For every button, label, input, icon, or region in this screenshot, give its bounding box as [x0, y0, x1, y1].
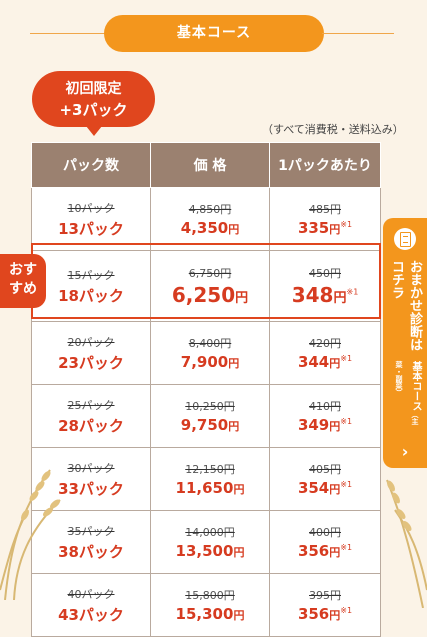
old-price: 4,850円	[188, 203, 232, 216]
old-unit-price: 405円	[309, 463, 341, 476]
old-price: 10,250円	[185, 400, 235, 413]
new-unit-price: 354円※1	[297, 479, 353, 497]
price-cell: 8,400円 7,900円	[150, 321, 270, 385]
new-price: 4,350円	[180, 219, 240, 237]
new-pack-count: 38パック	[58, 542, 124, 561]
old-price: 14,000円	[185, 526, 235, 539]
unit-price-cell: 450円 348円※1	[269, 250, 381, 322]
old-unit-price: 395円	[309, 589, 341, 602]
old-pack-count: 10パック	[67, 201, 115, 215]
header-packs: パック数	[31, 142, 151, 188]
new-unit-price: 335円※1	[297, 219, 353, 237]
table-row: 10パック 13パック 4,850円 4,350円 485円 335円※1	[31, 187, 381, 251]
old-pack-count: 20パック	[67, 335, 115, 349]
unit-price-cell: 400円 356円※1	[269, 510, 381, 574]
diagnosis-line-2: おまかせ診断はコチラ	[389, 260, 422, 351]
chevron-right-icon: ›	[401, 442, 409, 461]
rice-plant-right-decoration	[386, 479, 427, 608]
old-unit-price: 450円	[309, 267, 341, 280]
new-price: 11,650円	[175, 479, 245, 497]
unit-price-cell: 405円 354円※1	[269, 447, 381, 511]
old-pack-count: 30パック	[67, 461, 115, 475]
new-pack-count: 33パック	[58, 479, 124, 498]
diagnosis-line-1: 基本コース（主菜・副菜）	[395, 361, 421, 426]
price-cell: 15,800円 15,300円	[150, 573, 270, 637]
section-title: 基本コース	[104, 15, 324, 52]
recommended-line-1: おす	[9, 262, 37, 278]
old-price: 8,400円	[188, 337, 232, 350]
recommended-badge: おす すめ	[0, 254, 46, 308]
pack-count-cell: 30パック 33パック	[31, 447, 151, 511]
price-cell: 14,000円 13,500円	[150, 510, 270, 574]
unit-price-cell: 410円 349円※1	[269, 384, 381, 448]
new-price: 7,900円	[180, 353, 240, 371]
new-unit-price: 356円※1	[297, 542, 353, 560]
recommended-line-2: すめ	[9, 281, 37, 297]
old-unit-price: 400円	[309, 526, 341, 539]
new-pack-count: 23パック	[58, 353, 124, 372]
new-price: 13,500円	[175, 542, 245, 560]
promo-line-1: 初回限定	[65, 81, 122, 97]
pack-count-cell: 15パック 18パック	[31, 250, 151, 322]
old-price: 15,800円	[185, 589, 235, 602]
old-unit-price: 410円	[309, 400, 341, 413]
old-pack-count: 40パック	[67, 587, 115, 601]
new-unit-price: 348円※1	[291, 283, 359, 307]
new-unit-price: 349円※1	[297, 416, 353, 434]
unit-price-cell: 485円 335円※1	[269, 187, 381, 251]
promo-line-2: +3パック	[59, 101, 128, 119]
tax-note: （すべて消費税・送料込み）	[262, 123, 404, 136]
new-price: 6,250円	[171, 283, 249, 307]
price-cell: 4,850円 4,350円	[150, 187, 270, 251]
header-price: 価 格	[150, 142, 270, 188]
table-row: 35パック 38パック 14,000円 13,500円 400円 356円※1	[31, 510, 381, 574]
pack-count-cell: 25パック 28パック	[31, 384, 151, 448]
old-price: 6,750円	[188, 267, 232, 280]
old-pack-count: 25パック	[67, 398, 115, 412]
header-unit-price: 1パックあたり	[269, 142, 381, 188]
new-pack-count: 18パック	[58, 286, 124, 305]
table-header-row: パック数 価 格 1パックあたり	[31, 142, 381, 188]
price-cell: 12,150円 11,650円	[150, 447, 270, 511]
new-unit-price: 344円※1	[297, 353, 353, 371]
header-line-left	[30, 33, 105, 34]
bubble-tail	[86, 126, 102, 136]
new-pack-count: 43パック	[58, 605, 124, 624]
unit-price-cell: 395円 356円※1	[269, 573, 381, 637]
table-row: 25パック 28パック 10,250円 9,750円 410円 349円※1	[31, 384, 381, 448]
new-price: 9,750円	[180, 416, 240, 434]
old-unit-price: 485円	[309, 203, 341, 216]
diagnosis-button-text: 基本コース（主菜・副菜） おまかせ診断はコチラ	[387, 260, 423, 438]
price-cell: 6,750円 6,250円	[150, 250, 270, 322]
table-row: 15パック 18パック 6,750円 6,250円 450円 348円※1	[31, 250, 381, 322]
table-row: 20パック 23パック 8,400円 7,900円 420円 344円※1	[31, 321, 381, 385]
old-price: 12,150円	[185, 463, 235, 476]
unit-price-cell: 420円 344円※1	[269, 321, 381, 385]
pack-count-cell: 35パック 38パック	[31, 510, 151, 574]
old-pack-count: 35パック	[67, 524, 115, 538]
diagnosis-button[interactable]: 基本コース（主菜・副菜） おまかせ診断はコチラ ›	[383, 218, 427, 468]
price-cell: 10,250円 9,750円	[150, 384, 270, 448]
rice-plant-left-decoration	[0, 469, 61, 600]
new-pack-count: 13パック	[58, 219, 124, 238]
document-list-icon	[394, 228, 416, 250]
table-row: 40パック 43パック 15,800円 15,300円 395円 356円※1	[31, 573, 381, 637]
new-pack-count: 28パック	[58, 416, 124, 435]
header-line-right	[322, 33, 394, 34]
table-row: 30パック 33パック 12,150円 11,650円 405円 354円※1	[31, 447, 381, 511]
old-pack-count: 15パック	[67, 268, 115, 282]
promo-bubble: 初回限定 +3パック	[32, 71, 155, 136]
pack-count-cell: 10パック 13パック	[31, 187, 151, 251]
pack-count-cell: 20パック 23パック	[31, 321, 151, 385]
old-unit-price: 420円	[309, 337, 341, 350]
price-table: パック数 価 格 1パックあたり 10パック 13パック 4,850円 4,350円 4…	[31, 142, 381, 637]
